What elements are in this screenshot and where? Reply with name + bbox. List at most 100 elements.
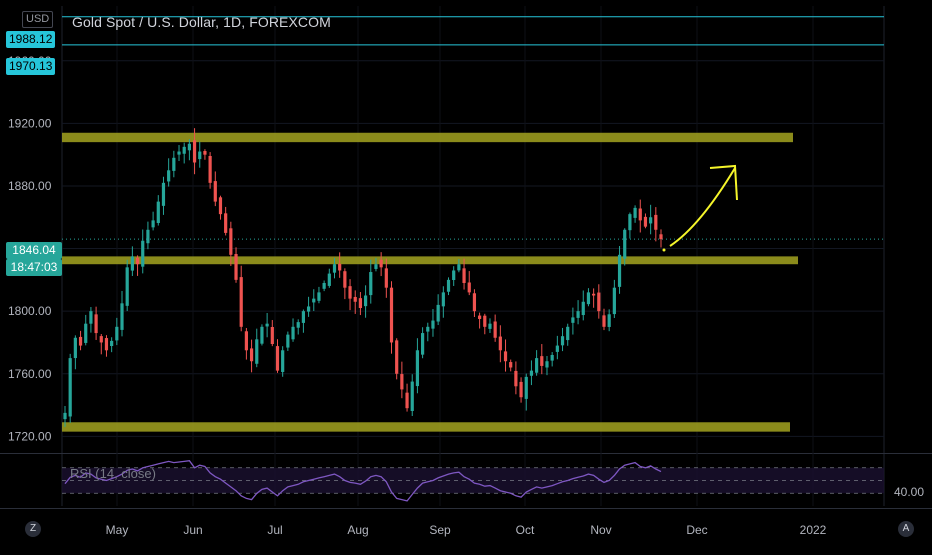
candle-body <box>68 358 72 417</box>
candle-body <box>167 170 171 182</box>
candle-body <box>244 331 248 351</box>
candle-body <box>369 272 373 296</box>
currency-label[interactable]: USD <box>22 11 54 28</box>
candle-body <box>317 292 321 301</box>
time-axis: May Jun Jul Aug Sep Oct Nov Dec 2022 <box>106 523 827 537</box>
candlestick-series <box>63 128 663 427</box>
candle-body <box>177 151 181 155</box>
candle-body <box>73 337 77 359</box>
candle-body <box>638 208 642 221</box>
candle-body <box>89 311 93 324</box>
candle-body <box>395 340 399 374</box>
candle-body <box>602 315 606 327</box>
candle-body <box>213 181 217 202</box>
price-zone <box>62 132 793 143</box>
candle-body <box>353 296 357 302</box>
candle-body <box>208 156 212 183</box>
candle-body <box>239 277 243 327</box>
countdown-label: 18:47:03 <box>6 259 62 276</box>
candle-body <box>224 213 228 233</box>
candle-body <box>467 282 471 293</box>
candle-body <box>535 358 539 373</box>
candle-body <box>306 306 311 312</box>
candle-body <box>586 292 591 305</box>
candle-body <box>472 293 477 312</box>
candle-body <box>560 336 565 346</box>
candle-body <box>483 315 487 327</box>
candle-body <box>607 314 611 327</box>
y-tick-label: 1880.00 <box>8 179 52 193</box>
candle-body <box>110 340 114 347</box>
level-label-1970: 1970.13 <box>6 58 56 75</box>
auto-scale-button[interactable]: A <box>898 521 914 537</box>
x-tick-label: Jun <box>183 523 202 537</box>
x-tick-label: Aug <box>347 523 368 537</box>
candle-body <box>99 336 103 343</box>
candle-body <box>415 350 420 387</box>
candle-body <box>296 322 300 328</box>
candle-body <box>633 207 637 218</box>
candle-body <box>104 338 109 351</box>
candle-body <box>286 334 290 348</box>
price-zone <box>62 256 798 265</box>
candle-body <box>405 392 409 409</box>
candle-body <box>612 287 616 315</box>
candle-body <box>182 146 186 154</box>
candle-body <box>291 326 295 340</box>
x-tick-label: Oct <box>516 523 535 537</box>
candle-body <box>120 303 124 330</box>
candle-body <box>115 326 119 341</box>
candle-body <box>529 370 534 376</box>
candle-body <box>156 201 160 223</box>
candle-body <box>571 317 575 323</box>
candle-body <box>312 298 316 303</box>
candle-body <box>555 345 559 352</box>
candle-body <box>363 295 368 307</box>
candle-body <box>275 346 280 371</box>
candle-body <box>63 412 67 420</box>
candle-body <box>509 362 513 368</box>
candle-body <box>550 354 554 361</box>
candle-body <box>389 287 394 343</box>
x-tick-label: 2022 <box>800 523 827 537</box>
candle-body <box>249 348 254 362</box>
candle-body <box>343 271 347 288</box>
candle-body <box>441 292 445 307</box>
candle-body <box>524 376 528 399</box>
drawn-arrow-annotation <box>662 164 738 252</box>
candle-body <box>301 311 305 323</box>
candle-body <box>265 323 269 327</box>
candle-body <box>358 298 363 309</box>
rsi-pane <box>62 460 884 502</box>
candle-body <box>281 350 285 372</box>
candle-body <box>187 143 191 151</box>
candle-body <box>452 270 456 281</box>
candle-body <box>545 361 549 368</box>
candle-body <box>498 336 502 351</box>
candle-body <box>270 327 274 345</box>
candle-body <box>617 254 622 287</box>
arrow-head <box>709 164 738 201</box>
rsi-value-label: 40.00 <box>894 485 925 499</box>
candle-body <box>457 264 461 271</box>
annotation-dot <box>662 248 666 252</box>
candle-body <box>400 374 404 390</box>
candle-body <box>628 214 632 231</box>
candle-body <box>151 220 155 228</box>
candle-body <box>421 333 425 355</box>
candle-body <box>462 268 466 283</box>
candle-body <box>379 259 383 268</box>
y-tick-label: 1720.00 <box>8 429 52 443</box>
candle-body <box>135 257 140 265</box>
candle-body <box>597 292 601 312</box>
candle-body <box>643 216 648 227</box>
candle-body <box>332 264 337 273</box>
candle-body <box>172 157 176 171</box>
x-tick-label: May <box>106 523 129 537</box>
zoom-button[interactable]: Z <box>25 521 41 537</box>
y-tick-label: 1800.00 <box>8 304 52 318</box>
arrow-line <box>669 167 736 247</box>
